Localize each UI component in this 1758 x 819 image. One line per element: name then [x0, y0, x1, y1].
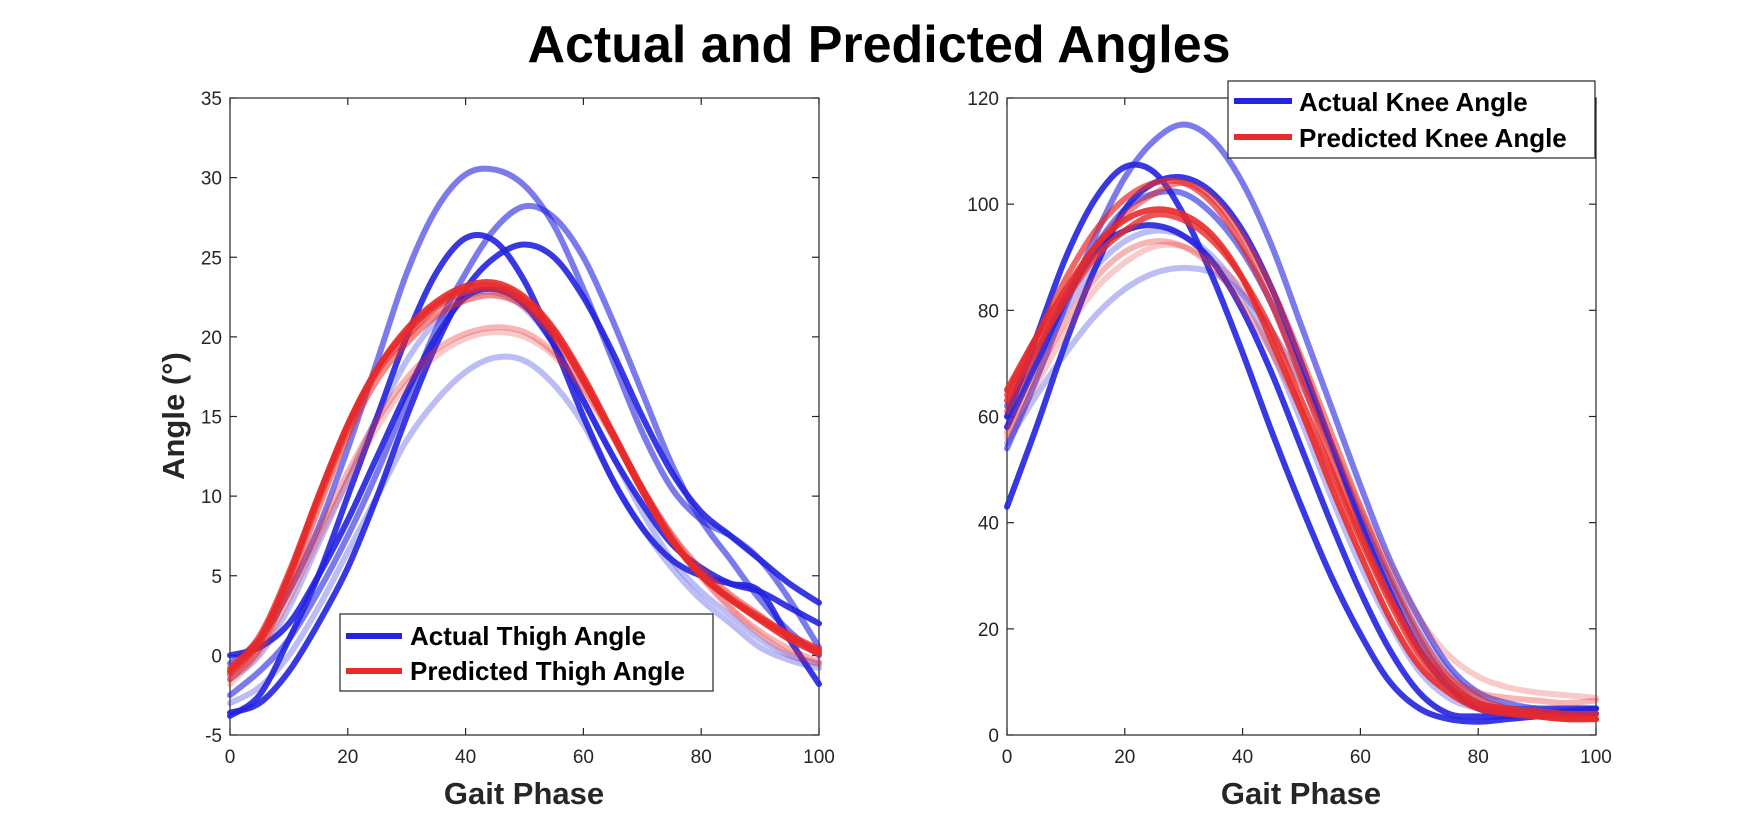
knee-legend-predicted-label: Predicted Knee Angle — [1299, 123, 1567, 153]
knee-ytick-label: 120 — [967, 89, 999, 110]
thigh-legend-actual-label: Actual Thigh Angle — [410, 621, 646, 651]
knee-ytick-label: 20 — [978, 620, 999, 641]
knee-axis-ticks: 0 20 40 60 80 100 0 20 40 60 80 100 120 — [967, 89, 1612, 768]
thigh-actual-series-line — [227, 165, 822, 667]
thigh-actual-series-line — [227, 202, 822, 699]
thigh-predicted-series-line — [227, 324, 822, 675]
figure-title: Actual and Predicted Angles — [527, 16, 1230, 74]
thigh-ytick-label: 10 — [201, 487, 222, 508]
thigh-legend-box — [339, 613, 714, 692]
thigh-ytick-label: 30 — [201, 169, 222, 190]
thigh-ytick-label: 0 — [211, 646, 222, 667]
thigh-ytick-label: 35 — [201, 89, 222, 110]
knee-xtick-label: 80 — [1468, 747, 1489, 768]
knee-legend[interactable]: Actual Knee Angle Predicted Knee Angle — [1227, 80, 1596, 159]
knee-xtick-label: 100 — [1580, 747, 1612, 768]
thigh-ytick-label: 25 — [201, 248, 222, 269]
thigh-ytick-label: 20 — [201, 328, 222, 349]
thigh-legend[interactable]: Actual Thigh Angle Predicted Thigh Angle — [339, 613, 714, 692]
knee-predicted-series-line — [1004, 179, 1599, 723]
knee-xlabel: Gait Phase — [1221, 776, 1381, 811]
thigh-xtick-label: 0 — [225, 747, 236, 768]
thigh-series-lines — [227, 165, 822, 719]
thigh-predicted-series-line — [227, 329, 822, 688]
knee-legend-actual-label: Actual Knee Angle — [1299, 87, 1528, 117]
thigh-ytick-label: 15 — [201, 408, 222, 429]
thigh-xtick-label: 80 — [691, 747, 712, 768]
knee-ytick-label: 100 — [967, 195, 999, 216]
thigh-legend-predicted-label: Predicted Thigh Angle — [410, 656, 685, 686]
knee-predicted-series-line — [1004, 238, 1599, 707]
knee-predicted-series-line — [1004, 241, 1599, 701]
thigh-xtick-label: 40 — [455, 747, 476, 768]
knee-legend-box — [1227, 80, 1596, 159]
knee-xtick-label: 60 — [1350, 747, 1371, 768]
thigh-xtick-label: 20 — [337, 747, 358, 768]
knee-ytick-label: 40 — [978, 514, 999, 535]
thigh-ylabel: Angle (°) — [156, 352, 191, 480]
knee-chart: 0 20 40 60 80 100 0 20 40 60 80 100 120 Gait Phase A… — [967, 80, 1612, 811]
thigh-ytick-label: 5 — [211, 567, 222, 588]
knee-actual-series-line — [1004, 222, 1599, 720]
knee-xtick-label: 40 — [1232, 747, 1253, 768]
knee-predicted-series-line — [1004, 177, 1599, 723]
knee-actual-series-line — [1004, 227, 1599, 715]
knee-series-lines — [1004, 121, 1599, 725]
knee-ytick-label: 80 — [978, 301, 999, 322]
knee-actual-series-line — [1004, 161, 1599, 725]
thigh-predicted-series-line — [227, 292, 822, 683]
knee-ytick-label: 0 — [988, 726, 999, 747]
knee-xtick-label: 0 — [1002, 747, 1013, 768]
thigh-xlabel: Gait Phase — [444, 776, 604, 811]
thigh-ytick-label: -5 — [205, 726, 222, 747]
thigh-xtick-label: 60 — [573, 747, 594, 768]
knee-xtick-label: 20 — [1114, 747, 1135, 768]
thigh-actual-series-line — [227, 353, 822, 707]
thigh-xtick-label: 100 — [803, 747, 835, 768]
knee-ytick-label: 60 — [978, 408, 999, 429]
